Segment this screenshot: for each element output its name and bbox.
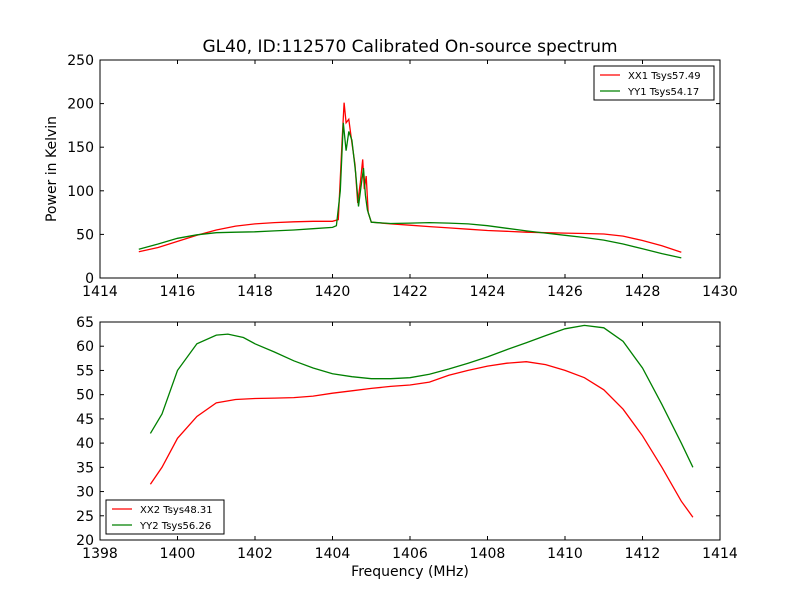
bottom-y-tick-label: 65 xyxy=(76,315,94,331)
top-series-line-1 xyxy=(138,122,682,259)
bottom-y-tick-label: 20 xyxy=(76,533,94,549)
bottom-x-tick-label: 1400 xyxy=(160,546,196,562)
bottom-chart: Frequency (MHz) 1398 1400 1402 1404 1406 1408… xyxy=(76,315,738,580)
bottom-y-tick-label: 40 xyxy=(76,436,94,452)
top-y-tick-label: 200 xyxy=(67,97,94,113)
bottom-legend-xx2-label: XX2 Tsys48.31 xyxy=(140,505,213,516)
top-y-tick-label: 250 xyxy=(67,53,94,69)
bottom-x-tick-label: 1402 xyxy=(237,546,273,562)
top-chart-plot-area: 1414 1416 1418 1420 1422 1424 1426 1428 1430 0 50 1… xyxy=(67,53,738,300)
top-legend-xx1-label: XX1 Tsys57.49 xyxy=(628,71,701,82)
bottom-series-line-1 xyxy=(149,324,694,468)
top-chart-y-axis-label: Power in Kelvin xyxy=(44,116,60,222)
top-x-tick-label: 1422 xyxy=(392,284,428,300)
bottom-y-tick-label: 25 xyxy=(76,509,94,525)
bottom-x-tick-label: 1404 xyxy=(315,546,351,562)
bottom-y-tick-label: 50 xyxy=(76,388,94,404)
top-y-tick-label: 100 xyxy=(67,184,94,200)
bottom-legend-box xyxy=(105,499,225,535)
bottom-y-tick-label: 55 xyxy=(76,363,94,379)
top-legend-yy1-label: YY1 Tsys54.17 xyxy=(627,87,699,98)
bottom-x-tick-label: 1414 xyxy=(702,546,738,562)
top-chart: GL40, ID:112570 Calibrated On-source spe… xyxy=(44,37,738,300)
bottom-legend-yy2-label: YY2 Tsys56.26 xyxy=(139,521,211,532)
top-x-tick-label: 1430 xyxy=(702,284,738,300)
bottom-series-line-0 xyxy=(149,361,694,518)
top-chart-title: GL40, ID:112570 Calibrated On-source spe… xyxy=(202,37,617,57)
bottom-x-tick-label: 1412 xyxy=(625,546,661,562)
top-x-tick-label: 1414 xyxy=(82,284,118,300)
bottom-x-tick-label: 1410 xyxy=(547,546,583,562)
bottom-chart-plot-area: 1398 1400 1402 1404 1406 1408 1410 1412 1414 20 25… xyxy=(76,315,738,562)
top-y-tick-label: 50 xyxy=(76,227,94,243)
top-y-tick-label: 150 xyxy=(67,140,94,156)
top-x-tick-label: 1418 xyxy=(237,284,273,300)
bottom-y-tick-label: 60 xyxy=(76,339,94,355)
bottom-y-tick-label: 35 xyxy=(76,460,94,476)
top-x-tick-label: 1416 xyxy=(160,284,196,300)
bottom-x-tick-label: 1408 xyxy=(470,546,506,562)
bottom-chart-legend: XX2 Tsys48.31 YY2 Tsys56.26 xyxy=(105,499,225,535)
bottom-chart-x-axis-label: Frequency (MHz) xyxy=(351,564,469,580)
top-chart-legend: XX1 Tsys57.49 YY1 Tsys54.17 xyxy=(593,65,715,101)
bottom-x-tick-label: 1406 xyxy=(392,546,428,562)
top-x-tick-label: 1428 xyxy=(625,284,661,300)
bottom-x-tick-label: 1398 xyxy=(82,546,118,562)
bottom-y-tick-label: 30 xyxy=(76,485,94,501)
top-y-tick-label: 0 xyxy=(85,271,94,287)
bottom-y-tick-label: 45 xyxy=(76,412,94,428)
top-x-tick-label: 1424 xyxy=(470,284,506,300)
top-x-tick-label: 1420 xyxy=(315,284,351,300)
top-legend-box xyxy=(593,65,715,101)
top-series-line-0 xyxy=(138,102,682,253)
top-x-tick-label: 1426 xyxy=(547,284,583,300)
